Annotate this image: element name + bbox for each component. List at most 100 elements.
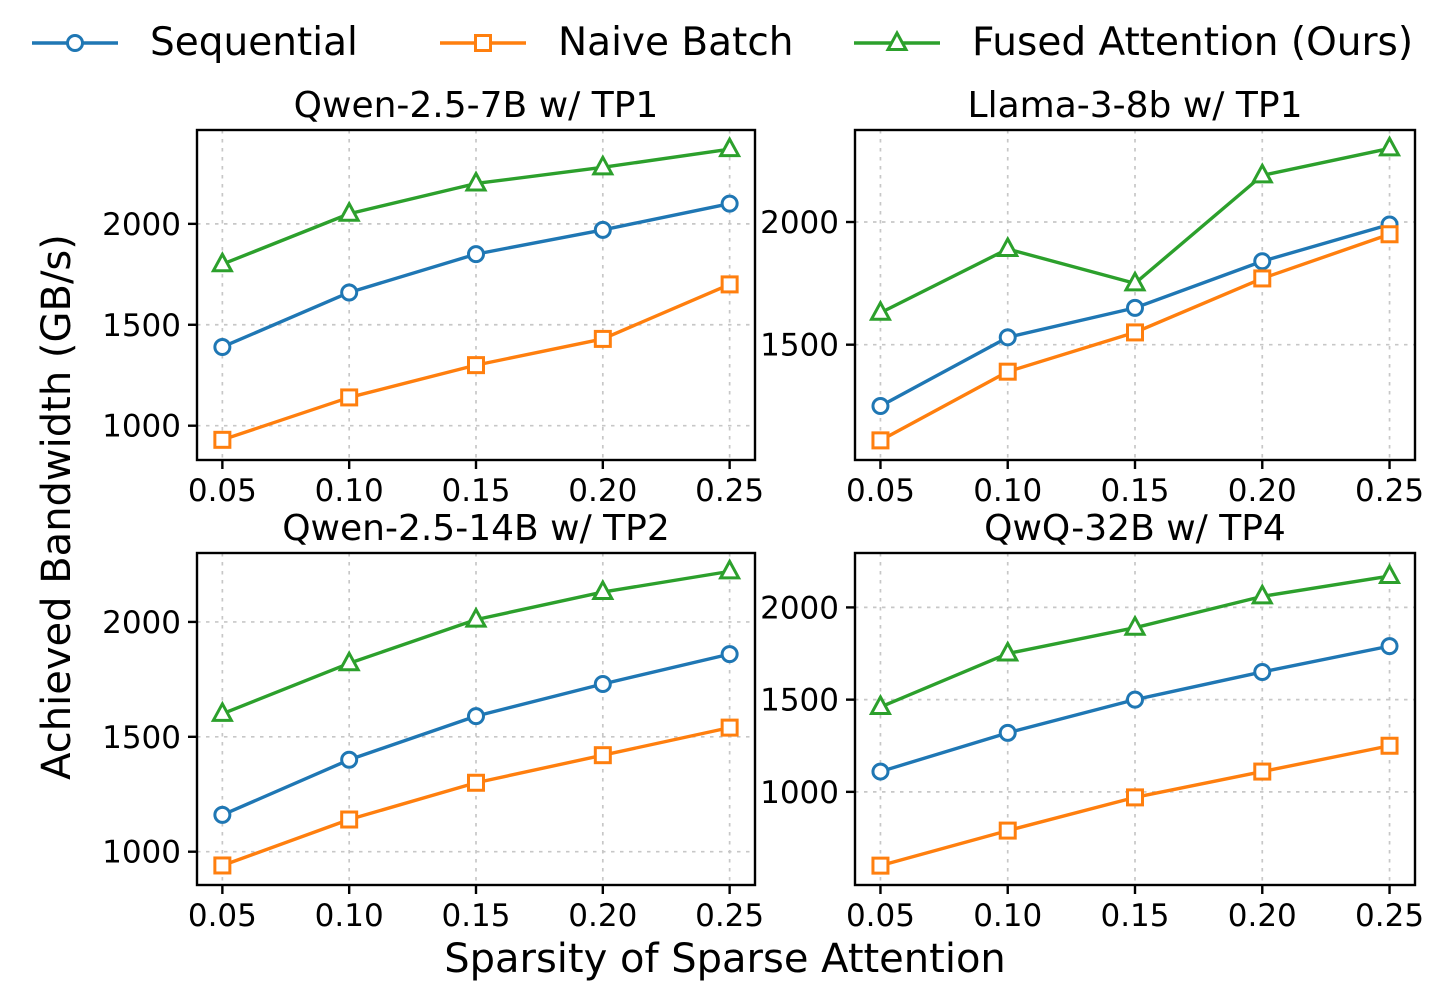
y-axis-label: Achieved Bandwidth (GB/s) [34, 234, 80, 780]
marker-circle [998, 723, 1017, 742]
marker-square [998, 821, 1017, 840]
x-tick-label: 0.10 [315, 898, 384, 934]
marker-triangle [718, 558, 742, 580]
marker-square [720, 275, 739, 294]
x-tick-label: 0.10 [315, 473, 384, 509]
marker-circle [1253, 252, 1272, 271]
marker-circle [720, 645, 739, 664]
y-tick-label: 1000 [760, 775, 839, 811]
legend-label-sequential: Sequential [150, 20, 358, 65]
marker-triangle [868, 299, 892, 321]
y-tick-label: 2000 [102, 605, 181, 641]
plot-spines [195, 551, 757, 887]
marker-triangle [337, 200, 361, 222]
x-tick-label: 0.05 [188, 898, 257, 934]
marker-triangle [718, 136, 742, 158]
marker-triangle [210, 251, 234, 273]
marker-circle [66, 34, 84, 53]
marker-circle [340, 750, 359, 769]
x-tick-label: 0.05 [846, 473, 915, 509]
marker-circle [213, 805, 232, 824]
x-tick-label: 0.15 [1100, 898, 1169, 934]
marker-triangle [1378, 135, 1402, 157]
subplot-title-llama-8b: Llama-3-8b w/ TP1 [967, 85, 1303, 126]
y-tick-label: 1500 [760, 683, 839, 719]
marker-circle [467, 245, 485, 264]
marker-square [1126, 788, 1144, 807]
marker-circle [1126, 298, 1144, 317]
legend-label-naive-batch: Naive Batch [558, 20, 794, 65]
y-tick-label: 1000 [102, 835, 181, 871]
marker-circle [593, 674, 612, 693]
marker-square [1253, 762, 1272, 781]
series-line-fused-attention-ours [878, 574, 1392, 709]
subplot-qwq-32b-w-tp4: 0.05 0.10 0.15 0.20 0.25 1000 1500 2000 [760, 551, 1424, 934]
x-tick-label: 0.05 [188, 473, 257, 509]
legend-label-fused-attention: Fused Attention (Ours) [972, 20, 1414, 65]
marker-square [474, 34, 492, 53]
marker-triangle [1250, 162, 1274, 184]
marker-circle [593, 220, 612, 239]
marker-circle [213, 337, 232, 356]
marker-square [998, 362, 1017, 381]
marker-square [467, 773, 485, 792]
x-axis-label: Sparsity of Sparse Attention [444, 936, 1006, 982]
marker-circle [871, 397, 890, 416]
y-tick-label: 2000 [760, 205, 839, 241]
marker-square [1253, 269, 1272, 288]
marker-square [213, 430, 232, 449]
x-tick-label: 0.15 [441, 898, 510, 934]
x-tick-label: 0.20 [568, 898, 637, 934]
marker-square [213, 856, 232, 875]
marker-circle [871, 762, 890, 781]
marker-square [871, 431, 890, 450]
marker-triangle [1378, 562, 1402, 585]
x-tick-label: 0.25 [1355, 473, 1424, 509]
x-tick-label: 0.05 [846, 898, 915, 934]
marker-square [871, 856, 890, 875]
marker-circle [1253, 662, 1272, 681]
marker-circle [467, 707, 485, 726]
marker-triangle [464, 170, 488, 192]
marker-triangle [1250, 583, 1274, 605]
y-tick-label: 2000 [102, 207, 181, 243]
x-tick-label: 0.15 [441, 473, 510, 509]
x-tick-label: 0.20 [1228, 898, 1297, 934]
marker-triangle [210, 700, 234, 722]
legend-entry-fused-attention: Fused Attention (Ours) [852, 20, 1414, 65]
marker-triangle [1123, 270, 1147, 292]
marker-square [340, 810, 359, 829]
y-tick-label: 1500 [760, 328, 839, 364]
marker-square [593, 329, 612, 348]
marker-circle [1126, 690, 1144, 709]
subplot-title-qwq-32b: QwQ-32B w/ TP4 [984, 508, 1286, 549]
marker-triangle [996, 235, 1020, 257]
subplot-title-qwen-14b: Qwen-2.5-14B w/ TP2 [282, 508, 670, 549]
y-tick-label: 1500 [102, 308, 181, 344]
marker-square [1380, 736, 1399, 755]
legend-entry-sequential: Sequential [30, 20, 358, 65]
subplot-llama-3-8b-w-tp1: 0.05 0.10 0.15 0.20 0.25 1500 2000 [760, 128, 1424, 509]
marker-square [340, 388, 359, 407]
marker-square [593, 746, 612, 765]
marker-triangle [591, 578, 615, 601]
marker-triangle [1123, 614, 1147, 636]
subplot-qwen-2-5-7b-w-tp1: 0.05 0.10 0.15 0.20 0.25 1000 1500 2000 [102, 128, 764, 509]
x-tick-label: 0.25 [695, 898, 764, 934]
plot-spines [853, 551, 1417, 887]
x-tick-label: 0.25 [1355, 898, 1424, 934]
marker-triangle [996, 640, 1020, 662]
subplot-title-qwen-7b: Qwen-2.5-7B w/ TP1 [293, 85, 659, 126]
marker-square [1126, 323, 1144, 342]
y-tick-label: 1500 [102, 720, 181, 756]
x-tick-label: 0.15 [1100, 473, 1169, 509]
x-tick-label: 0.20 [568, 473, 637, 509]
subplot-qwen-2-5-14b-w-tp2: 0.05 0.10 0.15 0.20 0.25 1000 1500 2000 [102, 551, 764, 934]
marker-triangle [868, 693, 892, 716]
marker-square [467, 356, 485, 375]
x-tick-label: 0.10 [973, 898, 1042, 934]
y-tick-label: 2000 [760, 590, 839, 626]
plot-spines [195, 128, 757, 462]
